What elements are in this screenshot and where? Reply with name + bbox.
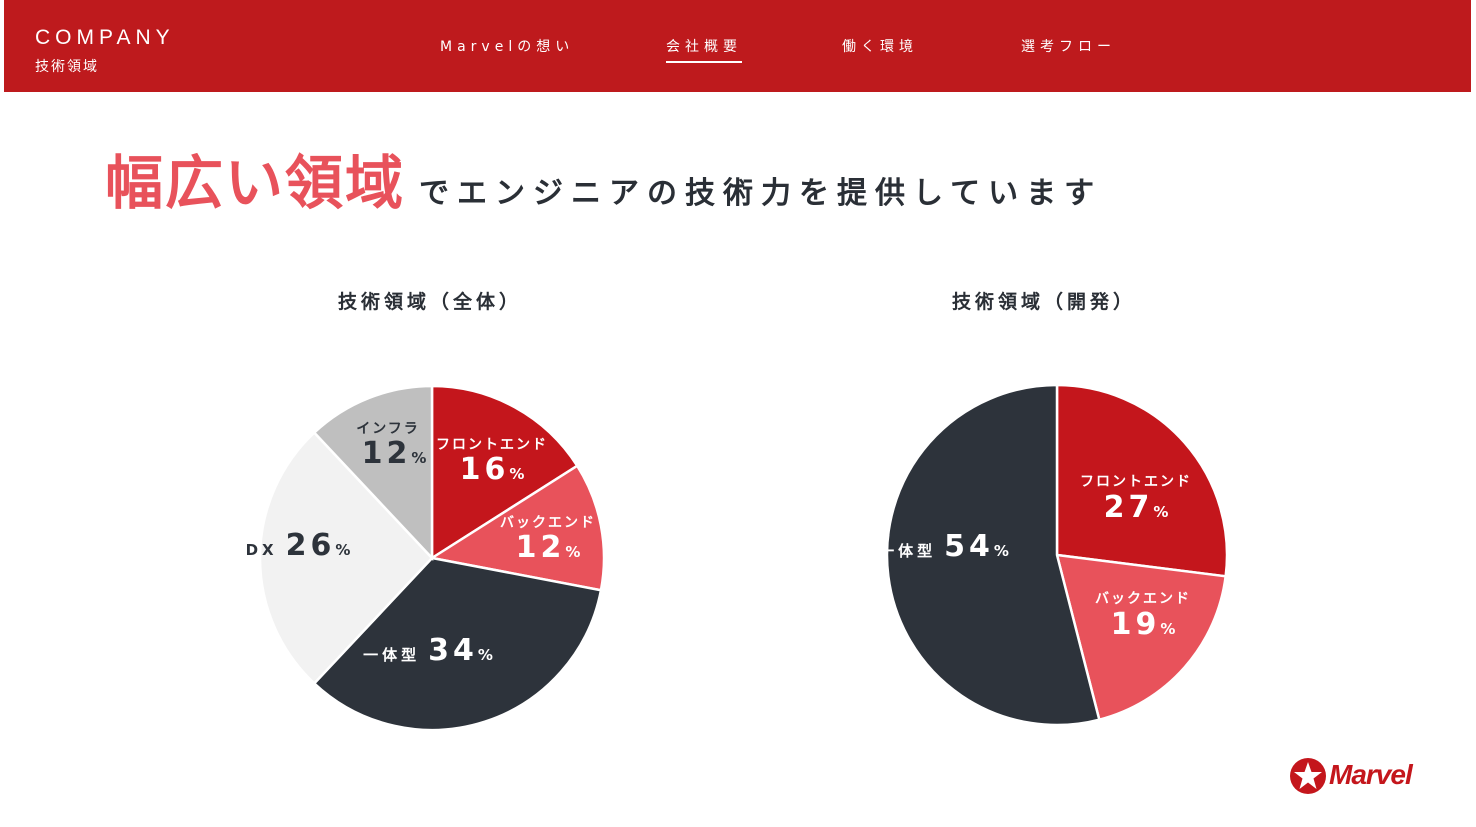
pie-slice-1-2 [885,383,1101,727]
slice-unit: % [478,646,493,664]
slice-label-0-3: DX 26% [246,528,351,563]
slice-value-text: 12% [362,436,427,471]
top-nav: Marvelの想い 会社概要 働く環境 選考フロー [4,36,1471,76]
slice-value: 27 [1104,490,1154,525]
slice-value: 26 [286,528,336,563]
page-headline: 幅広い領域 でエンジニアの技術力を提供しています [105,136,1102,220]
slice-unit: % [509,465,524,483]
pie-slice-0-1 [428,464,606,592]
slice-name: 一体型 [363,646,420,664]
slice-name: フロントエンド [436,437,548,453]
slice-value-text: 16% [460,452,525,487]
pie-slice-0-4 [312,384,434,562]
pie-slice-0-0 [430,384,579,561]
slice-value: 16 [460,452,510,487]
slice-value-text: 19% [1111,607,1176,642]
nav-item-work-environment[interactable]: 働く環境 [842,39,918,55]
pie-slice-1-0 [1055,383,1229,578]
slice-name: バックエンド [500,515,596,531]
slice-unit: % [335,541,350,559]
slice-value: 19 [1111,607,1161,642]
logo-text: Marvel [1329,759,1413,790]
pie-slice-0-3 [258,430,434,686]
headline-text: でエンジニアの技術力を提供しています [419,176,1103,211]
slice-label-0-2: 一体型 34% [363,633,493,668]
marvel-logo: Marvel [1289,757,1439,797]
nav-item-company-overview[interactable]: 会社概要 [666,36,742,63]
star-logo-icon [1290,758,1326,794]
slice-name: バックエンド [1095,591,1191,607]
header-bar: COMPANY 技術領域 Marvelの想い 会社概要 働く環境 選考フロー [4,0,1471,92]
nav-item-selection-flow[interactable]: 選考フロー [1021,39,1116,55]
slice-label-text: DX 26% [246,528,351,563]
slice-name: DX [246,541,278,559]
pie-slice-1-1 [1055,553,1228,722]
chart-title-development: 技術領域（開発） [952,291,1137,313]
slice-value-text: 27% [1104,490,1169,525]
slice-unit: % [1160,620,1175,638]
slice-value: 12 [362,436,412,471]
slice-unit: % [411,449,426,467]
slice-value: 54 [944,529,994,564]
slice-unit: % [565,543,580,561]
slice-name: 一体型 [879,542,936,560]
slice-label-text: 一体型 34% [363,633,493,668]
section-title: COMPANY [35,26,175,49]
slice-unit: % [1153,503,1168,521]
slice-value: 34 [428,633,478,668]
section-subtitle: 技術領域 [35,59,99,75]
slice-label-text: 一体型 54% [879,529,1009,564]
slice-name: フロントエンド [1080,474,1192,490]
slice-unit: % [994,542,1009,560]
slice-value-text: 12% [516,530,581,565]
nav-item-marvel-vision[interactable]: Marvelの想い [440,39,575,55]
slice-value: 12 [516,530,566,565]
chart-title-overall: 技術領域（全体） [338,291,523,313]
slice-name: インフラ [356,421,420,437]
slice-label-1-2: 一体型 54% [879,529,1009,564]
pie-slice-0-2 [312,556,603,732]
headline-highlight: 幅広い領域 [105,149,406,217]
